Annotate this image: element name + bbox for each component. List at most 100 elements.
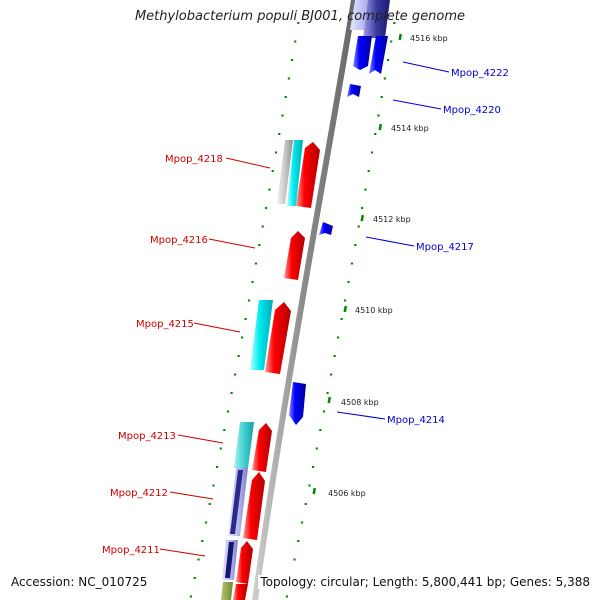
forward-tick-7 — [274, 151, 278, 154]
genome-summary-text: Topology: circular; Length: 5,800,441 bp… — [258, 575, 592, 589]
genome-backbone — [252, 0, 357, 600]
forward-tick-11 — [261, 225, 264, 228]
reverse-tick-4 — [380, 96, 383, 98]
reverse-tick-3 — [383, 77, 386, 80]
feature-red-bottom — [233, 584, 248, 600]
reverse-feature-navy — [363, 0, 390, 38]
forward-tick-3 — [287, 77, 290, 80]
reverse-tick-1 — [390, 40, 393, 43]
reverse-tick-13 — [350, 262, 354, 265]
reverse-tick-25 — [308, 484, 311, 487]
forward-tick-27 — [204, 521, 208, 524]
forward-tick-16 — [244, 318, 247, 320]
reverse-feature-mpop-4214 — [289, 382, 306, 425]
scale-label-4508: 4508 kbp — [341, 398, 379, 407]
gene-label-mpop-4222[interactable]: Mpop_4222 — [451, 68, 509, 79]
feature-cyan-mpop-4215 — [250, 300, 273, 370]
forward-tick-21 — [226, 410, 230, 413]
scale-label-4514: 4514 kbp — [391, 124, 429, 133]
forward-tick-26 — [208, 503, 211, 505]
forward-tick-9 — [268, 188, 271, 191]
forward-tick-0 — [297, 22, 300, 24]
forward-tick-14 — [251, 281, 254, 283]
scale-label-4506: 4506 kbp — [328, 489, 366, 498]
forward-tick-20 — [230, 392, 233, 394]
feature-red-mpop-4211 — [236, 541, 253, 584]
reverse-tick-2 — [386, 59, 390, 61]
reverse-tick-20 — [326, 392, 329, 394]
gene-label-mpop-4214[interactable]: Mpop_4214 — [387, 415, 445, 426]
reverse-tick-28 — [297, 540, 300, 542]
forward-tick-22 — [223, 429, 226, 431]
forward-tick-10 — [264, 207, 268, 209]
gene-label-mpop-4215[interactable]: Mpop_4215 — [136, 319, 194, 330]
feature-navy-mpop-4212 — [230, 470, 243, 534]
reverse-tick-10 — [360, 207, 364, 209]
reverse-feature-mpop-4222b — [353, 36, 372, 70]
scale-labels: 4516 kbp 4514 kbp 4512 kbp 4510 kbp 4508… — [328, 34, 448, 498]
reverse-tick-21 — [322, 410, 326, 413]
reverse-feature-mpop-4220 — [347, 84, 361, 97]
gene-labels: Mpop_4218 Mpop_4216 Mpop_4215 Mpop_4213 … — [102, 68, 509, 556]
forward-strand-features — [221, 140, 320, 600]
label-leaders — [159, 61, 450, 557]
forward-tick-12 — [258, 244, 261, 246]
feature-olive-bottom — [221, 582, 233, 600]
forward-tick-6 — [278, 133, 281, 135]
reverse-tick-22 — [319, 429, 322, 431]
forward-tick-17 — [241, 336, 244, 339]
reverse-tick-5 — [377, 114, 380, 117]
forward-tick-5 — [281, 114, 284, 117]
forward-tick-18 — [237, 355, 240, 357]
feature-red-mpop-4213 — [252, 423, 272, 472]
feature-teal-mpop-4213 — [234, 422, 254, 468]
scale-label-4516: 4516 kbp — [410, 34, 448, 43]
forward-tick-31 — [189, 595, 193, 598]
forward-tick-2 — [290, 59, 294, 61]
gene-label-mpop-4216[interactable]: Mpop_4216 — [150, 235, 208, 246]
feature-cyan-4218 — [287, 140, 303, 206]
reverse-strand-features — [289, 0, 390, 425]
feature-red-mpop-4216 — [284, 231, 305, 280]
gene-label-mpop-4218[interactable]: Mpop_4218 — [165, 154, 223, 165]
gene-label-mpop-4213[interactable]: Mpop_4213 — [118, 431, 176, 442]
feature-red-mpop-4215 — [265, 302, 291, 374]
scale-label-4510: 4510 kbp — [355, 306, 393, 315]
forward-tick-24 — [215, 466, 219, 468]
gene-label-mpop-4220[interactable]: Mpop_4220 — [443, 105, 501, 116]
reverse-tick-26 — [304, 503, 307, 505]
feature-navy-mpop-4211 — [225, 542, 234, 578]
forward-ring-ticks — [189, 22, 300, 598]
reverse-tick-31 — [285, 595, 289, 598]
reverse-tick-14 — [347, 281, 350, 283]
reverse-tick-12 — [354, 244, 357, 246]
accession-text: Accession: NC_010725 — [9, 575, 150, 589]
scale-label-4512: 4512 kbp — [373, 215, 411, 224]
gene-label-mpop-4217[interactable]: Mpop_4217 — [416, 242, 474, 253]
forward-tick-13 — [254, 262, 258, 265]
reverse-tick-29 — [293, 558, 296, 561]
forward-tick-30 — [193, 577, 196, 579]
reverse-tick-19 — [329, 373, 333, 376]
forward-tick-8 — [271, 170, 274, 172]
forward-tick-19 — [233, 373, 237, 376]
reverse-tick-7 — [370, 151, 374, 154]
reverse-tick-0 — [393, 22, 396, 24]
forward-tick-4 — [284, 96, 287, 98]
forward-tick-29 — [197, 558, 200, 561]
feature-gray-4218 — [277, 140, 293, 204]
gene-label-mpop-4212[interactable]: Mpop_4212 — [110, 488, 168, 499]
reverse-tick-24 — [311, 466, 315, 468]
reverse-feature-mpop-4222 — [369, 36, 388, 74]
scale-major-ticks — [312, 33, 402, 495]
gene-label-mpop-4211[interactable]: Mpop_4211 — [102, 545, 160, 556]
reverse-tick-9 — [364, 188, 367, 191]
forward-tick-15 — [247, 299, 251, 302]
reverse-tick-17 — [337, 336, 340, 339]
reverse-tick-16 — [340, 318, 343, 320]
reverse-tick-27 — [300, 521, 304, 524]
reverse-tick-18 — [333, 355, 336, 357]
feature-red-mpop-4212 — [243, 472, 265, 540]
